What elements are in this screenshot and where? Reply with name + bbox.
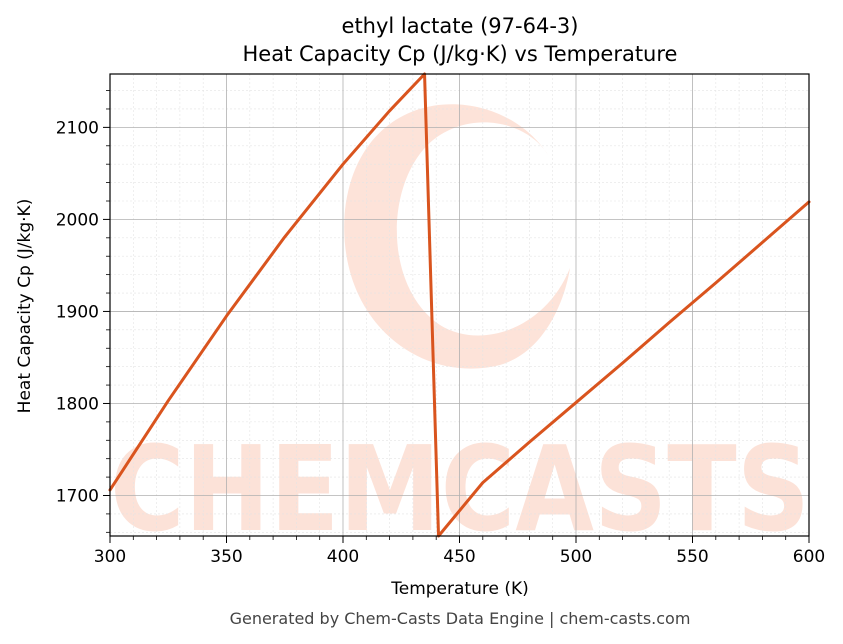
x-tick-label: 500: [560, 547, 592, 567]
chart-title-line1: ethyl lactate (97-64-3): [342, 14, 579, 38]
footer-credit: Generated by Chem-Casts Data Engine | ch…: [230, 609, 691, 628]
y-tick-label: 1900: [56, 302, 99, 322]
x-tick-label: 450: [443, 547, 475, 567]
x-axis: 300 350 400 450 500 550 600: [94, 536, 825, 567]
y-tick-label: 1700: [56, 487, 99, 507]
y-tick-label: 2000: [56, 210, 99, 230]
x-tick-label: 600: [793, 547, 825, 567]
x-tick-label: 300: [94, 547, 126, 567]
x-tick-label: 350: [210, 547, 242, 567]
x-tick-label: 400: [327, 547, 359, 567]
watermark-logo-c: [344, 104, 570, 369]
y-tick-label: 2100: [56, 118, 99, 138]
x-tick-label: 550: [676, 547, 708, 567]
chart-title-line2: Heat Capacity Cp (J/kg·K) vs Temperature: [243, 42, 678, 66]
series-layer: [108, 72, 811, 538]
cp-series-line: [108, 72, 811, 538]
x-axis-label: Temperature (K): [390, 579, 529, 599]
y-axis-label: Heat Capacity Cp (J/kg·K): [15, 199, 35, 414]
y-tick-label: 1800: [56, 394, 99, 414]
y-axis: 1700 1800 1900 2000 2100: [56, 90, 110, 533]
